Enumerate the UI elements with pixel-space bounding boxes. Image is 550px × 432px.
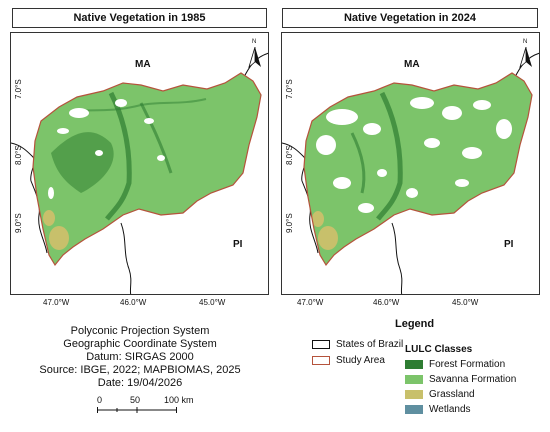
legend-states: States of Brazil [312, 337, 403, 351]
grassland-swatch [405, 389, 423, 399]
study-area-2024 [303, 72, 533, 267]
lat-label-9s: 9.0°S [14, 213, 23, 233]
north-letter: N [252, 39, 257, 45]
north-arrow-icon-2024: N [516, 39, 536, 71]
study-area-1985 [32, 72, 262, 267]
wetlands-swatch [405, 404, 423, 414]
scale-label-0: 0 [97, 395, 103, 405]
legend-study-area-label: Study Area [336, 354, 385, 366]
state-label-pi-2024: PI [504, 239, 514, 250]
legend-wetlands: Wetlands [405, 402, 471, 416]
map-1985-title-text: Native Vegetation in 1985 [73, 12, 206, 24]
legend-title: Legend [395, 318, 435, 330]
coord-system-text: Geographic Coordinate System [63, 338, 217, 350]
map-2024-title-text: Native Vegetation in 2024 [343, 12, 477, 24]
lulc-classes-title: LULC Classes [405, 344, 473, 355]
map-2024-canvas [282, 52, 539, 294]
legend-grassland: Grassland [405, 387, 475, 401]
lat-label-7s: 7.0°S [14, 79, 23, 99]
legend-savanna-label: Savanna Formation [429, 373, 517, 385]
legend-savanna: Savanna Formation [405, 372, 516, 386]
legend-grassland-label: Grassland [429, 388, 475, 400]
lat-label-7s-2024: 7.0°S [285, 79, 294, 99]
forest-swatch [405, 359, 423, 369]
map-info: Polyconic Projection System Geographic C… [20, 325, 260, 390]
scale-label-50: 50 [130, 395, 141, 405]
scale-bar [97, 407, 177, 413]
lon-label-46w-2024: 46.0°W [373, 298, 400, 307]
map-2024-title: Native Vegetation in 2024 [282, 8, 538, 28]
map-1985-title: Native Vegetation in 1985 [12, 8, 267, 28]
scale-label-100: 100 km [164, 395, 194, 405]
lat-label-8s: 8.0°S [14, 145, 23, 165]
lat-label-8s-2024: 8.0°S [285, 145, 294, 165]
study-area-swatch [312, 355, 330, 365]
lon-label-45w: 45.0°W [199, 298, 226, 307]
projection-text: Polyconic Projection System [70, 325, 210, 337]
legend-forest: Forest Formation [405, 357, 505, 371]
north-letter-2024: N [523, 39, 528, 45]
lon-label-45w-2024: 45.0°W [452, 298, 479, 307]
lon-label-46w: 46.0°W [120, 298, 147, 307]
legend-wetlands-label: Wetlands [429, 403, 471, 415]
lat-label-9s-2024: 9.0°S [285, 213, 294, 233]
state-label-ma-2024: MA [404, 59, 420, 70]
savanna-swatch [405, 374, 423, 384]
map-1985-canvas [11, 52, 268, 294]
north-arrow-icon: N [245, 39, 265, 71]
lon-label-47w-2024: 47.0°W [297, 298, 324, 307]
state-label-pi: PI [233, 239, 243, 250]
legend-states-label: States of Brazil [336, 338, 404, 350]
state-label-ma: MA [135, 59, 151, 70]
map-1985[interactable]: MA PI N 7.0°S 8.0°S 9.0°S [10, 32, 269, 295]
date-text: Date: 19/04/2026 [97, 377, 183, 389]
source-text: Source: IBGE, 2022; MAPBIOMAS, 2025 [39, 364, 241, 376]
legend-forest-label: Forest Formation [429, 358, 506, 370]
map-2024[interactable]: MA PI N 7.0°S 8.0°S 9.0°S [281, 32, 540, 295]
lon-label-47w: 47.0°W [43, 298, 70, 307]
datum-text: Datum: SIRGAS 2000 [86, 351, 194, 363]
states-swatch [312, 339, 330, 349]
legend-study-area: Study Area [312, 353, 385, 367]
